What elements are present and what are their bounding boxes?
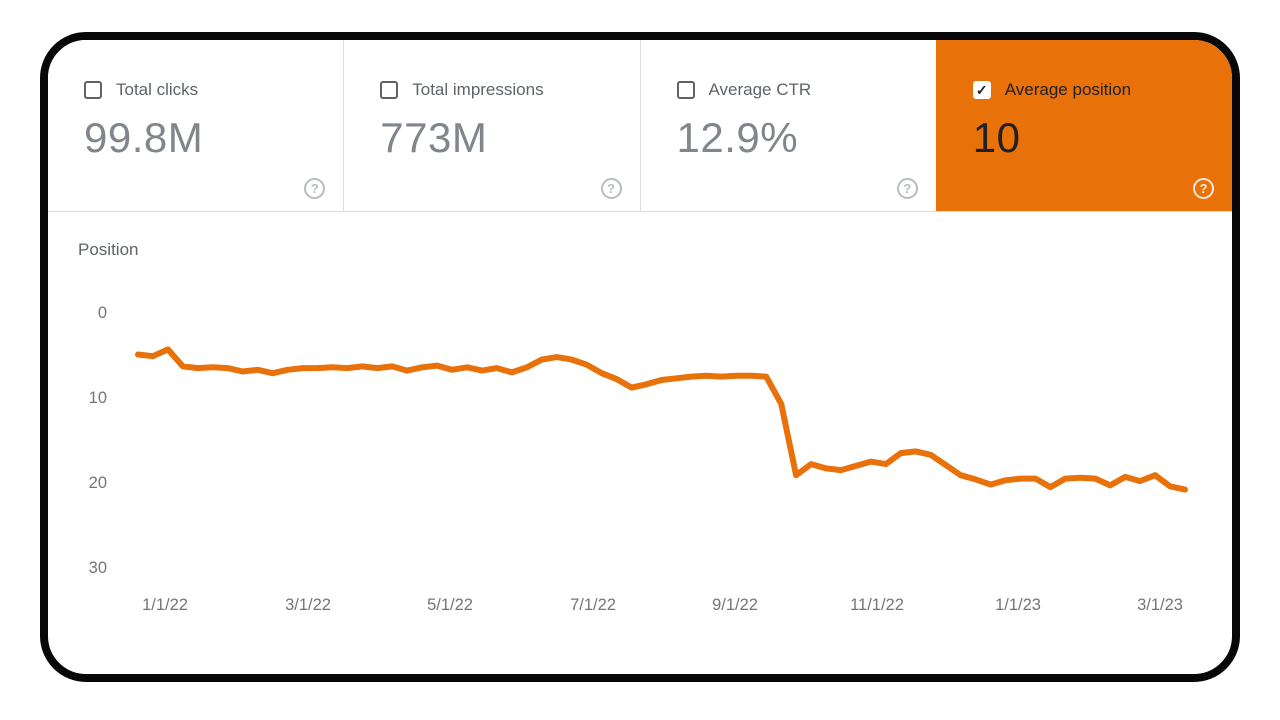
metric-card-total-impressions[interactable]: Total impressions 773M ? bbox=[343, 40, 640, 211]
x-tick-label: 3/1/23 bbox=[1137, 596, 1183, 614]
total-clicks-checkbox-unchecked[interactable] bbox=[84, 81, 102, 99]
y-tick-label: 10 bbox=[89, 389, 107, 407]
x-tick-label: 3/1/22 bbox=[285, 596, 331, 614]
help-icon[interactable]: ? bbox=[304, 178, 326, 199]
metric-head: Total impressions bbox=[380, 80, 639, 100]
metric-label: Average CTR bbox=[708, 80, 812, 99]
metric-value: 99.8M bbox=[84, 114, 204, 161]
x-tick-label: 1/1/22 bbox=[142, 596, 188, 614]
metric-label: Average position bbox=[1004, 80, 1132, 99]
x-tick-label: 7/1/22 bbox=[570, 596, 616, 614]
x-tick-label: 11/1/22 bbox=[850, 596, 904, 614]
metric-value: 10 bbox=[972, 114, 1021, 161]
metric-card-average-ctr[interactable]: Average CTR 12.9% ? bbox=[639, 40, 936, 211]
x-tick-label: 5/1/22 bbox=[427, 596, 473, 614]
help-icon[interactable]: ? bbox=[600, 178, 622, 199]
metric-value: 773M bbox=[380, 114, 488, 161]
total-impressions-checkbox-unchecked[interactable] bbox=[380, 81, 399, 99]
average-position-series-line bbox=[135, 346, 1188, 493]
help-icon[interactable]: ? bbox=[896, 178, 918, 199]
metrics-row: Total clicks 99.8M ? Total impressions 7… bbox=[48, 40, 1232, 212]
x-tick-label: 9/1/22 bbox=[712, 596, 758, 614]
metric-label: Total impressions bbox=[412, 80, 544, 99]
metric-card-average-position[interactable]: ✓ Average position 10 ? bbox=[935, 40, 1232, 211]
metric-head: ✓ Average position bbox=[972, 80, 1232, 100]
metric-value: 12.9% bbox=[676, 114, 799, 161]
x-tick-label: 1/1/23 bbox=[995, 596, 1041, 614]
y-tick-label: 20 bbox=[89, 474, 107, 492]
help-icon[interactable]: ? bbox=[1193, 178, 1214, 199]
metric-head: Average CTR bbox=[676, 80, 936, 100]
metric-label: Total clicks bbox=[116, 80, 199, 99]
metric-head: Total clicks bbox=[84, 80, 343, 100]
average-position-checkbox-checked[interactable]: ✓ bbox=[972, 81, 991, 99]
average-ctr-checkbox-unchecked[interactable] bbox=[676, 81, 695, 99]
metric-card-total-clicks[interactable]: Total clicks 99.8M ? bbox=[48, 40, 344, 211]
performance-panel: Total clicks 99.8M ? Total impressions 7… bbox=[40, 32, 1240, 682]
chart-axis-title: Position bbox=[78, 240, 139, 259]
y-tick-label: 0 bbox=[98, 304, 107, 322]
y-tick-label: 30 bbox=[89, 559, 107, 577]
